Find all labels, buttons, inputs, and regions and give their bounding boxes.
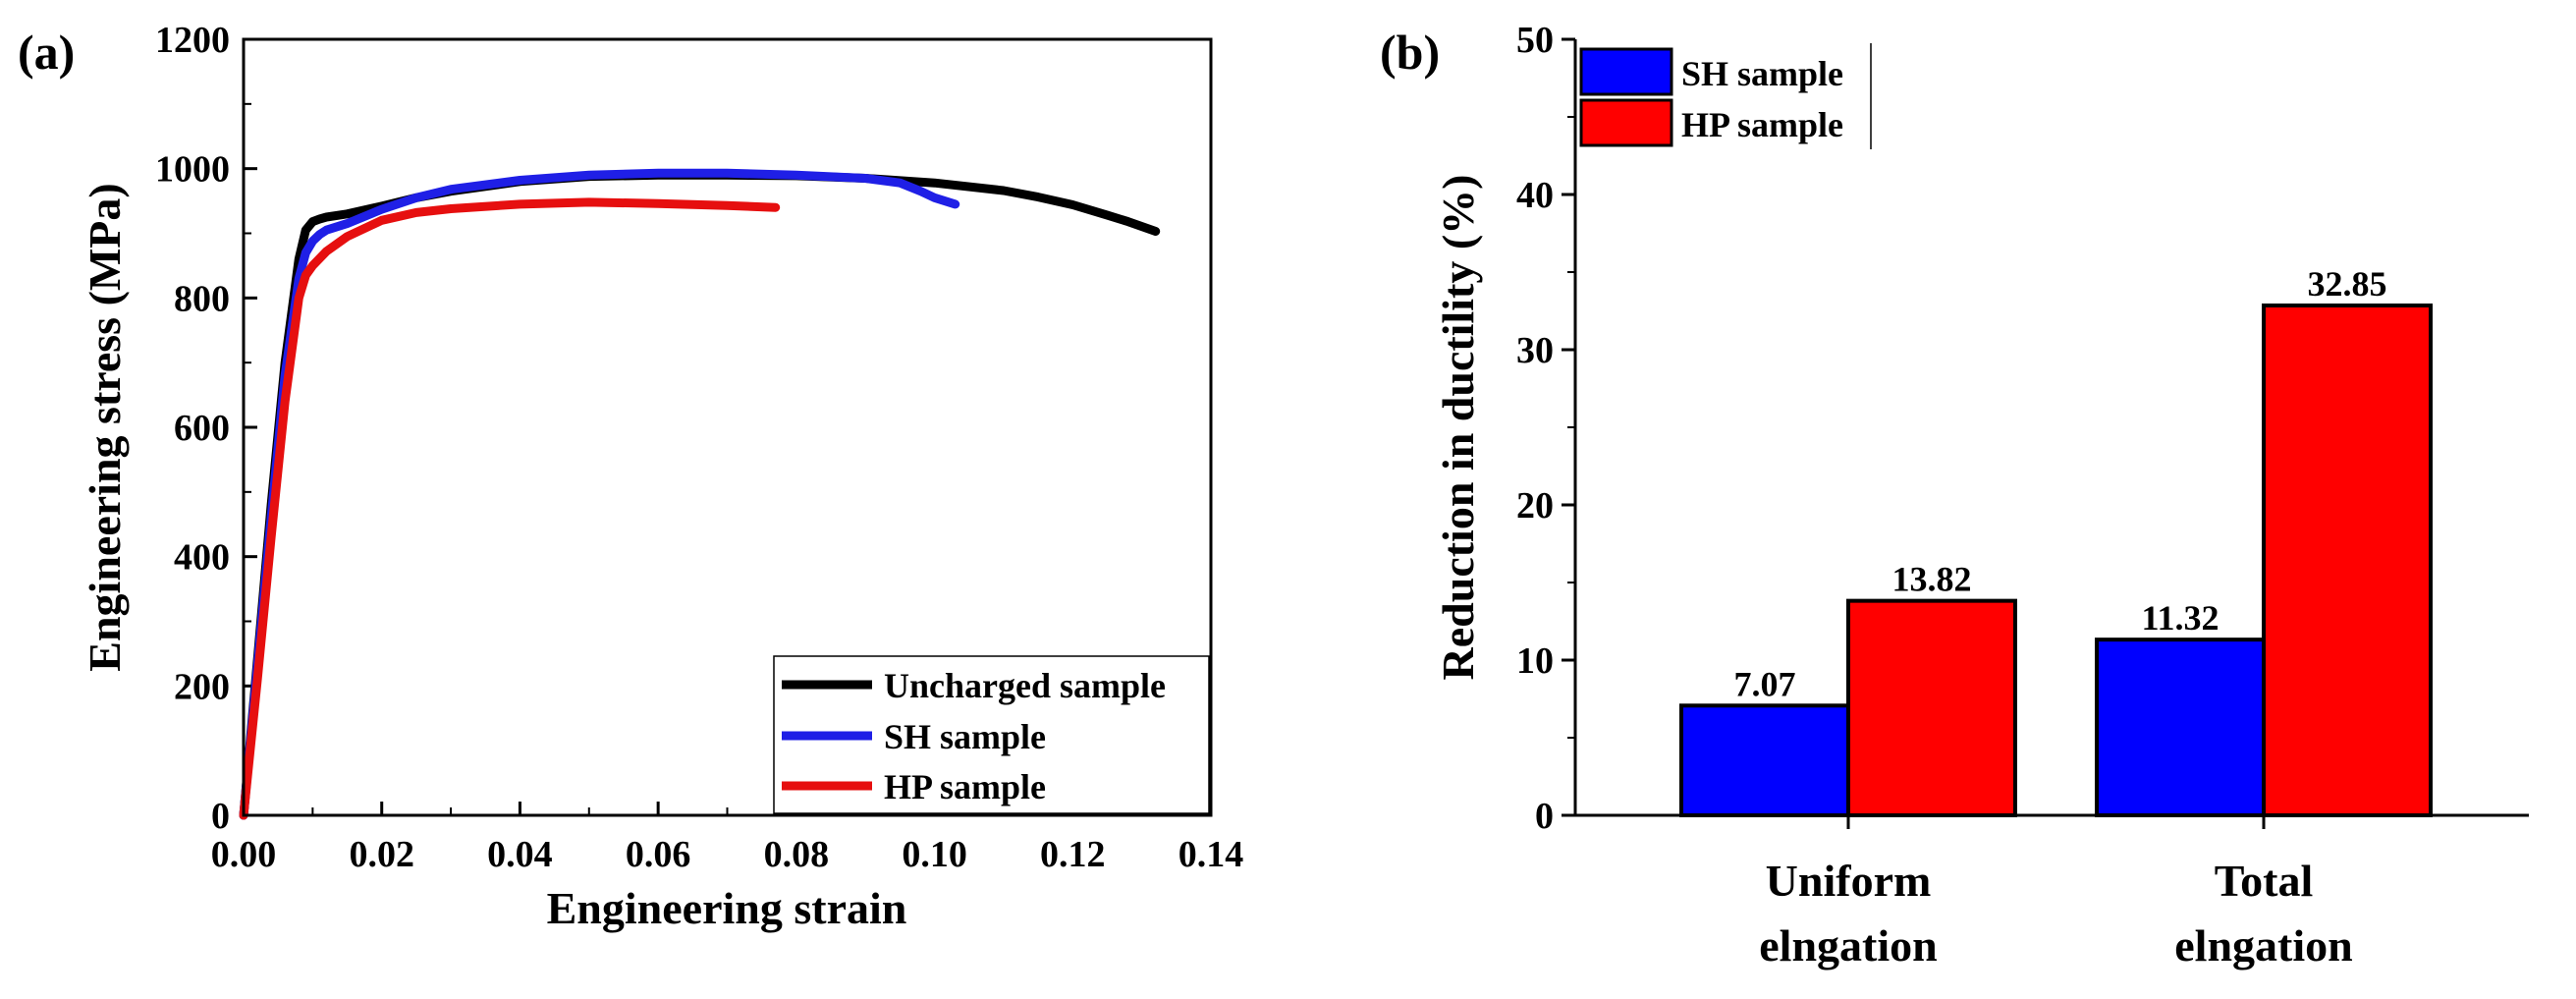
ductility-bar-chart: (b) 0 10 20 30 40 50 7.07 11.32 13.82 32.85 Redu… — [1380, 20, 2529, 971]
a-series-lines — [239, 168, 1161, 820]
a-x-tick-label: 0.08 — [764, 834, 830, 875]
a-y-tick-label: 1200 — [155, 20, 230, 61]
b-category-total-line1: Total — [2215, 856, 2314, 906]
a-x-tick-label: 0.12 — [1040, 834, 1106, 875]
panel-b-label: (b) — [1380, 25, 1440, 80]
b-y-tick-label: 40 — [1516, 175, 1554, 216]
b-bar-value-label: 11.32 — [2141, 598, 2219, 638]
a-y-tick-label: 200 — [174, 666, 230, 707]
b-legend-swatch-sh — [1579, 47, 1673, 96]
b-bar-sh-0 — [1679, 703, 1850, 818]
b-legend-label-hp: HP sample — [1681, 105, 1843, 144]
b-y-tick-label: 30 — [1516, 330, 1554, 371]
a-y-axis-label: Engineering stress (MPa) — [80, 183, 130, 671]
a-legend-label-hp: HP sample — [884, 767, 1046, 806]
b-bar-hp-0 — [1846, 598, 2017, 817]
a-x-axis-label: Engineering strain — [547, 883, 907, 933]
b-y-tick-label: 20 — [1516, 485, 1554, 527]
b-y-axis-label: Reduction in ductility (%) — [1433, 175, 1483, 681]
a-x-tick-label: 0.14 — [1178, 834, 1244, 875]
a-plot-frame — [242, 37, 1213, 817]
a-y-tick-label: 600 — [174, 408, 230, 449]
a-y-tick-label: 400 — [174, 537, 230, 579]
b-bar-value-label: 7.07 — [1734, 664, 1796, 703]
b-category-total-line2: elngation — [2174, 920, 2352, 971]
b-legend-label-sh: SH sample — [1681, 54, 1843, 93]
a-x-tick-label: 0.04 — [487, 834, 553, 875]
b-bar-value-label: 32.85 — [2308, 264, 2387, 304]
b-legend-swatch-hp — [1579, 98, 1673, 147]
b-bar-value-label: 13.82 — [1892, 560, 1972, 599]
panel-a-label: (a) — [18, 25, 75, 80]
b-bars: 7.07 11.32 13.82 32.85 — [1679, 264, 2433, 818]
a-x-tick-label: 0.02 — [349, 834, 414, 875]
a-x-tick-label: 0.06 — [626, 834, 691, 875]
a-legend: Uncharged sample SH sample HP sample — [773, 655, 1210, 814]
b-ticks: 0 10 20 30 40 50 — [1516, 20, 2266, 837]
a-y-tick-label: 1000 — [155, 149, 230, 191]
a-ticks: 0.00 0.02 0.04 0.06 0.08 0.10 0.12 0.14 0 200 400 6… — [155, 20, 1243, 875]
b-y-tick-label: 50 — [1516, 20, 1554, 61]
stress-strain-chart: (a) 0.00 0.02 0.04 0.06 0.08 0.10 0.12 0.14 0 200… — [18, 20, 1243, 933]
b-category-uniform-line2: elngation — [1759, 920, 1937, 971]
b-bar-sh-1 — [2095, 638, 2266, 817]
b-legend: SH sample HP sample — [1579, 43, 1872, 149]
b-y-tick-label: 10 — [1516, 640, 1554, 682]
b-y-tick-label: 0 — [1535, 796, 1554, 837]
a-x-tick-label: 0.00 — [211, 834, 277, 875]
a-legend-label-uncharged: Uncharged sample — [884, 666, 1166, 705]
a-y-tick-label: 800 — [174, 278, 230, 319]
a-series-line-hp — [239, 197, 781, 820]
b-category-uniform-line1: Uniform — [1766, 856, 1932, 906]
a-x-tick-label: 0.10 — [902, 834, 967, 875]
a-y-tick-label: 0 — [211, 796, 230, 837]
a-legend-label-sh: SH sample — [884, 717, 1046, 756]
b-bar-hp-1 — [2262, 303, 2433, 818]
